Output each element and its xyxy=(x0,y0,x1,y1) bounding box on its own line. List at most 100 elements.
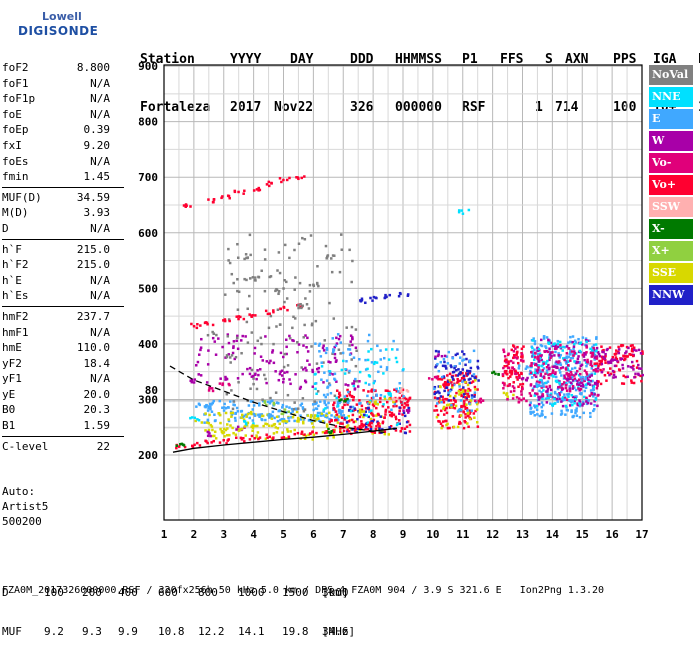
echo-point xyxy=(298,387,302,390)
echo-point xyxy=(346,388,349,392)
echo-point xyxy=(250,434,254,438)
echo-point xyxy=(585,364,588,368)
echo-point xyxy=(296,416,300,420)
echo-point xyxy=(535,380,539,383)
echo-point xyxy=(441,398,445,401)
echo-point xyxy=(593,399,596,403)
echo-point xyxy=(560,409,563,413)
echo-point xyxy=(548,366,551,370)
echo-point xyxy=(572,350,576,353)
echo-point xyxy=(449,388,453,391)
echo-point xyxy=(336,333,340,336)
echo-point xyxy=(387,406,390,409)
echo-point xyxy=(509,359,513,363)
distance-value: 3000 xyxy=(322,586,349,599)
echo-point xyxy=(236,289,239,293)
echo-point xyxy=(358,357,361,361)
echo-point xyxy=(296,340,299,344)
echo-point xyxy=(438,391,441,395)
echo-point xyxy=(556,345,560,349)
echo-point xyxy=(271,349,275,352)
echo-point xyxy=(515,357,519,360)
echo-point xyxy=(587,399,590,402)
echo-point xyxy=(243,189,246,193)
echo-point xyxy=(285,345,288,349)
echo-point xyxy=(596,367,600,370)
echo-point xyxy=(364,368,368,371)
echo-point xyxy=(473,376,476,379)
echo-point xyxy=(301,368,305,371)
echo-point xyxy=(619,358,623,361)
echo-point xyxy=(299,404,302,407)
echo-point xyxy=(554,345,557,348)
echo-point xyxy=(236,278,239,281)
echo-point xyxy=(378,431,381,435)
x-tick-label: 8 xyxy=(370,528,377,541)
echo-point xyxy=(310,420,313,424)
echo-point xyxy=(569,399,572,403)
echo-point xyxy=(398,422,401,426)
echo-point xyxy=(331,373,335,376)
parameter-name: h`F xyxy=(2,242,22,256)
echo-point xyxy=(225,354,229,357)
echo-point xyxy=(221,345,224,349)
echo-point xyxy=(199,346,203,349)
echo-point xyxy=(257,373,260,377)
echo-point xyxy=(329,391,333,395)
echo-point xyxy=(552,344,555,348)
echo-point xyxy=(379,358,382,361)
echo-point xyxy=(306,414,310,417)
echo-point xyxy=(301,236,304,240)
echo-point xyxy=(564,359,568,363)
parameter-value: N/A xyxy=(90,289,110,303)
echo-point xyxy=(240,427,244,431)
echo-point xyxy=(582,355,586,358)
echo-point xyxy=(193,443,196,447)
parameter-name: hmE xyxy=(2,341,22,355)
echo-point xyxy=(451,356,455,360)
echo-point xyxy=(533,340,537,343)
echo-point xyxy=(504,371,507,375)
echo-point xyxy=(327,382,331,385)
echo-point xyxy=(584,383,588,387)
echo-point xyxy=(513,386,516,390)
echo-point xyxy=(438,397,441,400)
echo-point xyxy=(567,399,571,402)
echo-point xyxy=(368,410,371,413)
echo-point xyxy=(468,402,471,405)
parameter-name: M(D) xyxy=(2,206,29,220)
echo-point xyxy=(446,374,449,377)
echo-point xyxy=(550,412,554,415)
legend-entry: X- xyxy=(649,219,693,239)
echo-point xyxy=(534,368,537,371)
echo-point xyxy=(199,324,202,327)
echo-point xyxy=(571,384,575,388)
echo-point xyxy=(560,386,564,390)
echo-point xyxy=(222,406,226,409)
echo-point xyxy=(529,406,533,410)
echo-point xyxy=(345,416,349,420)
echo-point xyxy=(207,389,211,392)
echo-point xyxy=(276,427,280,430)
echo-point xyxy=(210,441,213,444)
echo-point xyxy=(613,358,617,362)
echo-point xyxy=(212,332,216,335)
echo-point xyxy=(542,360,545,364)
echo-point xyxy=(314,319,318,323)
echo-point xyxy=(461,359,464,362)
echo-point xyxy=(529,410,532,414)
echo-point xyxy=(212,399,215,403)
echo-point xyxy=(589,389,593,392)
echo-point xyxy=(279,307,282,310)
echo-point xyxy=(356,417,359,421)
echo-point xyxy=(256,424,259,428)
echo-point xyxy=(348,408,351,412)
echo-point xyxy=(479,400,483,404)
echo-point xyxy=(352,420,356,424)
echo-point xyxy=(452,383,456,387)
echo-point xyxy=(394,356,398,360)
echo-point xyxy=(542,335,546,338)
echo-point xyxy=(299,385,303,389)
echo-point xyxy=(563,374,566,377)
echo-point xyxy=(541,375,545,379)
